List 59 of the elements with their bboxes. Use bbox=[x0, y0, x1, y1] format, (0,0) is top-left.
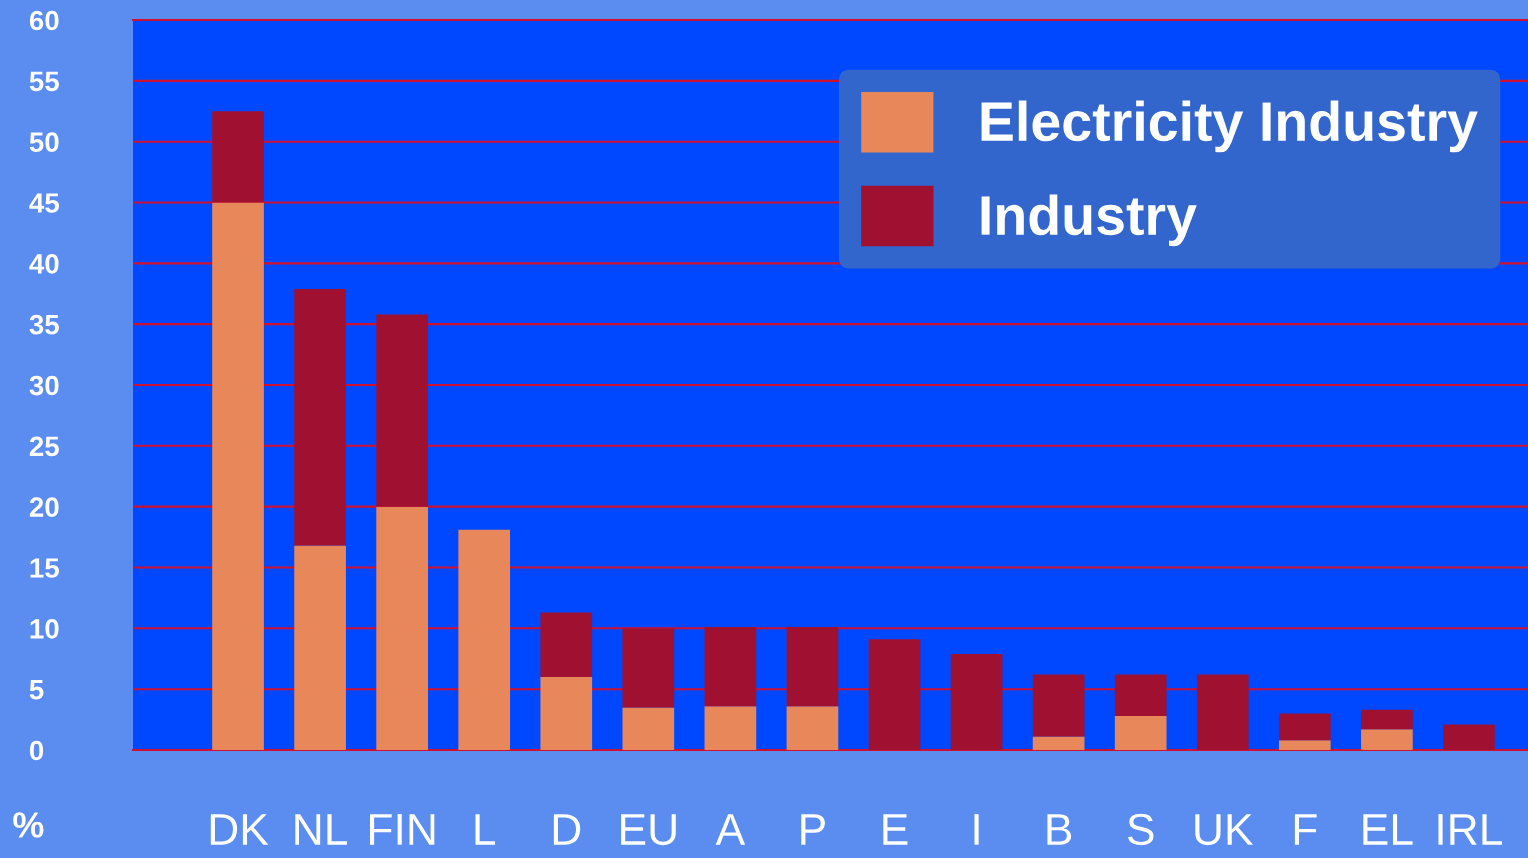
x-tick-label: EL bbox=[1363, 814, 1413, 845]
bar bbox=[622, 628, 675, 708]
bar bbox=[1361, 729, 1413, 750]
bar bbox=[1114, 674, 1167, 716]
bar bbox=[704, 706, 757, 750]
x-tick-label: I bbox=[974, 814, 979, 845]
x-tick-label: FIN bbox=[370, 814, 435, 845]
bar bbox=[1278, 713, 1331, 741]
x-tick-label: IRL bbox=[1438, 814, 1503, 845]
bar bbox=[376, 506, 428, 750]
y-tick-label: 15 bbox=[30, 558, 59, 578]
x-tick-label: A bbox=[715, 814, 746, 845]
bar bbox=[1361, 709, 1413, 730]
y-tick-label: 30 bbox=[29, 375, 59, 396]
x-tick-label: P bbox=[801, 814, 825, 845]
x-tick-label: E bbox=[883, 814, 908, 845]
bar bbox=[294, 288, 346, 546]
bar bbox=[1114, 715, 1167, 750]
bar bbox=[786, 627, 839, 707]
x-tick-label: EU bbox=[621, 814, 676, 846]
bar bbox=[1443, 724, 1495, 750]
bar bbox=[1032, 736, 1085, 750]
y-tick-label: 35 bbox=[29, 314, 59, 335]
bar bbox=[1278, 740, 1331, 750]
legend-label: Industry bbox=[981, 194, 1197, 247]
bar bbox=[622, 707, 675, 750]
y-tick-label: 0 bbox=[29, 740, 44, 761]
bar bbox=[376, 314, 428, 507]
bar bbox=[540, 612, 593, 677]
y-tick-label: 25 bbox=[29, 436, 59, 457]
bar bbox=[950, 653, 1003, 750]
x-tick-label: DK bbox=[210, 814, 269, 845]
y-tick-label: 5 bbox=[29, 680, 44, 700]
y-tick-label: 10 bbox=[30, 619, 59, 639]
bar bbox=[294, 545, 346, 750]
bar bbox=[540, 677, 593, 750]
x-tick-label: UK bbox=[1195, 814, 1254, 846]
bar bbox=[1032, 674, 1085, 737]
bar bbox=[1196, 674, 1249, 750]
legend-label: Electricity Industry bbox=[981, 100, 1478, 153]
y-tick-label: 20 bbox=[29, 497, 59, 518]
bar bbox=[458, 529, 511, 750]
y-tick-label: 60 bbox=[29, 10, 59, 31]
bar bbox=[868, 639, 921, 750]
x-tick-label: F bbox=[1294, 814, 1317, 845]
bar bbox=[704, 627, 757, 707]
x-tick-label: B bbox=[1047, 814, 1072, 845]
x-tick-label: D bbox=[553, 814, 581, 845]
x-tick-label: NL bbox=[295, 814, 348, 845]
bar bbox=[212, 202, 264, 750]
y-tick-label: 55 bbox=[29, 71, 59, 92]
bar bbox=[786, 706, 839, 750]
y-tick-label: 45 bbox=[29, 193, 59, 213]
y-tick-label: 50 bbox=[29, 132, 59, 153]
x-tick-label: S bbox=[1127, 813, 1154, 846]
x-tick-label: L bbox=[475, 814, 496, 845]
bar bbox=[212, 111, 264, 203]
y-tick-label: 40 bbox=[29, 254, 59, 274]
y-axis-title: % bbox=[13, 812, 44, 838]
